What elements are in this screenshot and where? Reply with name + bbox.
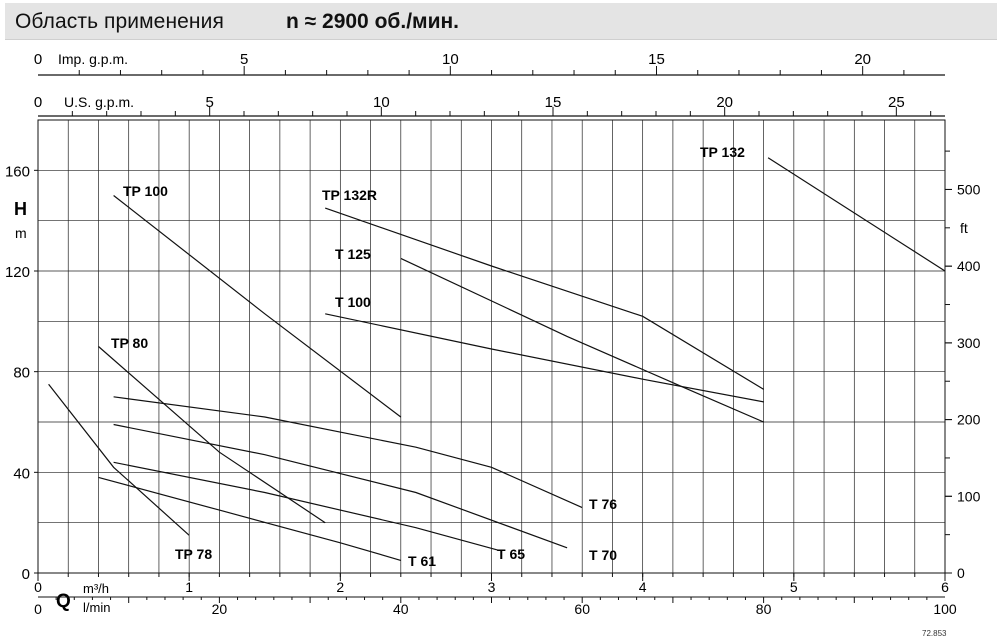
series-line-t-100	[325, 313, 764, 403]
right-tick-label: 500	[957, 181, 981, 197]
series-label-t-125: T 125	[335, 246, 371, 262]
bottom-m3h-tick-label: 3	[488, 579, 496, 595]
series-line-t-65	[113, 461, 500, 551]
series-line-tp-80	[98, 346, 326, 524]
top-us-tick-label: 25	[888, 94, 905, 111]
series-label-t-76: T 76	[589, 496, 617, 512]
left-tick-label: 160	[5, 163, 30, 180]
top-us-tick-label: 10	[373, 94, 390, 111]
top-imp-tick-label: 0	[34, 51, 42, 68]
series-line-t-61	[98, 476, 401, 561]
bottom-m3h-tick-label: 1	[185, 579, 193, 595]
series-label-t-65: T 65	[497, 546, 525, 562]
bottom-m3h-tick-label: 6	[941, 579, 949, 595]
series-label-tp-80: TP 80	[111, 335, 148, 351]
chart-title: Область применения	[15, 10, 224, 33]
top-imp-tick-label: 15	[648, 51, 665, 68]
series-line-t-70	[113, 423, 568, 549]
speed-note: n ≈ 2900 об./мин.	[286, 10, 460, 33]
left-tick-label: 0	[22, 566, 30, 583]
code-label: 72.853	[922, 629, 947, 638]
bottom-lmin-tick-label: 20	[212, 601, 228, 617]
series-line-tp-132r	[325, 207, 764, 390]
top-imp-unit: Imp. g.p.m.	[58, 51, 128, 67]
series-label-t-70: T 70	[589, 547, 617, 563]
right-tick-label: 200	[957, 412, 981, 428]
bottom-lmin-tick-label: 100	[933, 601, 957, 617]
left-axis-unit: m	[15, 225, 27, 241]
top-imp-tick-label: 5	[240, 51, 248, 68]
bottom-m3h-tick-label: 5	[790, 579, 798, 595]
bottom-lmin-tick-label: 60	[574, 601, 590, 617]
bottom-lmin-unit: l/min	[83, 600, 110, 615]
bottom-axis-symbol: Q	[56, 591, 71, 612]
right-tick-label: 100	[957, 488, 981, 504]
bottom-m3h-tick-label: 0	[34, 579, 42, 595]
series-labels: TP 132 TP 132R T 125 T 100 TP 100 TP 80 T 76 T …	[111, 144, 745, 569]
series-line-t-76	[113, 396, 583, 509]
series-label-t-100: T 100	[335, 294, 371, 310]
bottom-m3h-tick-label: 4	[639, 579, 647, 595]
top-us-tick-label: 0	[34, 94, 42, 111]
top-us-tick-label: 20	[716, 94, 733, 111]
bottom-m3h-unit: m³/h	[83, 581, 109, 596]
series-label-tp-78: TP 78	[175, 546, 212, 562]
bottom-lmin-tick-label: 0	[34, 601, 42, 617]
left-tick-label: 80	[13, 365, 30, 382]
series-line-tp-132	[767, 157, 946, 272]
left-axis-symbol: H	[14, 199, 27, 219]
top-imp-tick-label: 10	[442, 51, 459, 68]
left-tick-label: 40	[13, 465, 30, 482]
left-tick-label: 120	[5, 264, 30, 281]
right-axis-unit: ft	[960, 220, 968, 236]
top-us-unit: U.S. g.p.m.	[64, 94, 134, 110]
series-label-tp-100: TP 100	[123, 183, 168, 199]
series-line-tp-78	[48, 383, 190, 536]
grid	[37, 119, 946, 574]
top-us-tick-label: 5	[205, 94, 213, 111]
right-tick-label: 300	[957, 335, 981, 351]
series-line-tp-100	[113, 195, 402, 418]
bottom-lmin-tick-label: 80	[756, 601, 772, 617]
top-imp-tick-label: 20	[854, 51, 871, 68]
series-label-tp-132: TP 132	[700, 144, 745, 160]
right-tick-label: 400	[957, 258, 981, 274]
top-us-tick-label: 15	[545, 94, 562, 111]
title-bar: Область применения n ≈ 2900 об./мин.	[5, 3, 997, 40]
series-lines	[48, 157, 946, 561]
series-label-t-61: T 61	[408, 553, 436, 569]
series-line-t-125	[400, 257, 764, 423]
bottom-m3h-tick-label: 2	[336, 579, 344, 595]
right-tick-label: 0	[957, 565, 965, 581]
bottom-lmin-tick-label: 40	[393, 601, 409, 617]
series-label-tp-132r: TP 132R	[322, 187, 377, 203]
